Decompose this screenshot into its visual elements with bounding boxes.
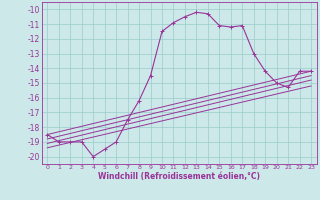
X-axis label: Windchill (Refroidissement éolien,°C): Windchill (Refroidissement éolien,°C) bbox=[98, 172, 260, 181]
